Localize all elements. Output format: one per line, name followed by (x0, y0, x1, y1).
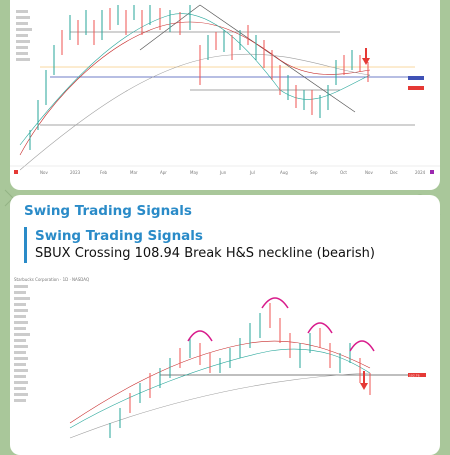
svg-text:Feb: Feb (100, 170, 108, 175)
chart-tool-icon[interactable] (14, 170, 18, 174)
svg-text:2023: 2023 (70, 170, 81, 175)
svg-text:Nov: Nov (365, 170, 373, 175)
down-arrow-icon (362, 48, 370, 65)
svg-text:Jun: Jun (219, 170, 227, 175)
chart-message-top: Nov 2023 Feb Mar Apr May Jun Jul Aug Sep… (10, 0, 440, 190)
price-tag-red (408, 86, 424, 90)
quote-text: SBUX Crossing 108.94 Break H&S neckline … (35, 246, 375, 261)
quote-title: Swing Trading Signals (35, 228, 203, 244)
down-arrow-icon (360, 371, 368, 390)
sbux-chart-image[interactable]: Starbucks Corporation · 1D · NASDAQ (10, 273, 440, 443)
svg-text:102.76: 102.76 (409, 374, 420, 378)
quoted-reply[interactable]: Swing Trading Signals SBUX Crossing 108.… (24, 227, 435, 263)
price-tag-blue (408, 76, 424, 80)
svg-text:Oct: Oct (340, 170, 347, 175)
indicator-list (14, 285, 30, 402)
svg-text:Nov: Nov (40, 170, 48, 175)
svg-text:Jul: Jul (249, 170, 255, 175)
candles (29, 5, 369, 150)
svg-text:Mar: Mar (130, 170, 138, 175)
chart-tool-icon-right[interactable] (430, 170, 434, 174)
sender-name[interactable]: Swing Trading Signals (24, 203, 192, 219)
svg-text:Dec: Dec (390, 170, 398, 175)
svg-text:May: May (190, 170, 199, 175)
candles (109, 303, 371, 438)
x-axis-labels: Nov 2023 Feb Mar Apr May Jun Jul Aug Sep… (40, 170, 426, 175)
svg-text:Sep: Sep (310, 170, 318, 175)
signal-message: Swing Trading Signals Swing Trading Sign… (10, 195, 440, 455)
price-tag (408, 373, 426, 377)
chart-header: Starbucks Corporation · 1D · NASDAQ (14, 277, 89, 282)
svg-text:2024: 2024 (415, 170, 426, 175)
stock-chart-image[interactable]: Nov 2023 Feb Mar Apr May Jun Jul Aug Sep… (10, 0, 440, 180)
indicator-list (16, 10, 32, 61)
head-and-shoulders-arc-icon (187, 297, 375, 352)
svg-text:Aug: Aug (280, 170, 288, 175)
svg-text:Apr: Apr (160, 170, 167, 175)
